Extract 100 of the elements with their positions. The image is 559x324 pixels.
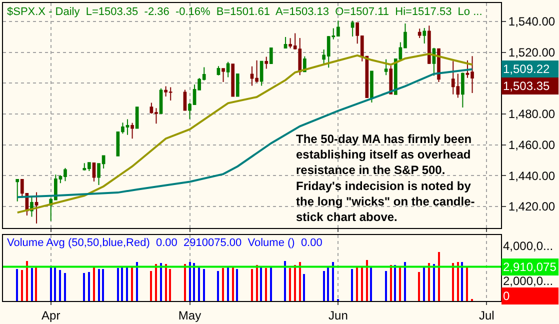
candlestick	[236, 73, 240, 97]
candlestick	[260, 60, 264, 86]
bar	[452, 262, 454, 301]
bar	[289, 268, 291, 301]
text: 2,910,075	[503, 260, 557, 274]
bar	[121, 266, 123, 301]
y-tick-label: 1,420.00	[508, 200, 556, 214]
bar	[26, 260, 28, 301]
bar	[265, 268, 267, 301]
bar	[361, 266, 363, 301]
bar	[370, 266, 372, 301]
candlestick	[461, 72, 464, 108]
bar	[88, 272, 90, 301]
bar	[366, 260, 368, 301]
text: 1,509.22	[503, 62, 550, 76]
bar	[169, 268, 171, 301]
bar	[222, 268, 224, 301]
bar	[16, 268, 18, 301]
candlestick	[350, 20, 354, 37]
bar	[399, 266, 401, 301]
y-tick-label: 1,480.00	[508, 107, 556, 122]
bar	[217, 270, 219, 301]
bar	[184, 264, 186, 301]
candlestick	[422, 27, 426, 44]
bar	[98, 268, 100, 301]
bar	[404, 262, 406, 301]
bar	[31, 268, 33, 301]
candlestick	[284, 36, 288, 49]
bar	[323, 270, 325, 301]
bar	[193, 262, 195, 301]
candlestick	[428, 25, 431, 65]
candlestick	[389, 65, 393, 95]
y-tick-label: 1,440.00	[508, 168, 556, 183]
text: 4,000,0...	[503, 239, 554, 253]
bar	[189, 262, 191, 301]
bar	[102, 268, 104, 301]
bar	[203, 268, 205, 301]
bar	[64, 272, 66, 301]
bar	[198, 266, 200, 301]
bar	[418, 272, 420, 301]
candlestick	[418, 28, 422, 38]
x-tick-label: Jul	[478, 308, 494, 322]
text: 1,503.35	[503, 79, 550, 93]
candlestick	[226, 61, 230, 78]
text: 0	[503, 289, 510, 303]
annotation: The 50-day MA has firmly been establishing itself as overhead resistance in the S&P 500. Friday's indecision is noted by the long "wicks" on the candle- stick chart above.	[296, 132, 475, 224]
line-series	[16, 68, 474, 198]
x-tick-label: May	[178, 308, 202, 322]
bar	[93, 266, 95, 301]
bar	[35, 266, 37, 301]
bar	[390, 264, 392, 301]
candlestick	[264, 56, 268, 70]
line-series	[16, 52, 474, 214]
bar	[394, 264, 396, 301]
bar	[461, 262, 463, 301]
bar	[126, 266, 128, 301]
bar	[332, 262, 334, 301]
bar	[160, 262, 162, 301]
bar	[270, 266, 272, 301]
candlestick	[159, 88, 163, 114]
bar	[356, 266, 358, 301]
candlestick	[16, 178, 20, 202]
candlestick	[34, 192, 38, 224]
y-tick-label: 1,460.00	[508, 138, 556, 152]
bar	[260, 266, 262, 301]
candlestick	[130, 122, 134, 140]
y-tick-label: 1,520.00	[508, 46, 556, 60]
bar	[438, 252, 440, 301]
candlestick	[231, 64, 235, 97]
bar	[457, 262, 459, 301]
bar	[466, 266, 468, 301]
bar	[155, 264, 157, 301]
bar	[165, 264, 167, 301]
candlestick	[135, 106, 139, 129]
bar	[50, 266, 52, 301]
bar	[433, 264, 435, 301]
candlestick	[269, 48, 273, 64]
bar	[232, 266, 234, 301]
bar	[428, 262, 430, 301]
bar	[236, 268, 238, 301]
candlestick	[222, 68, 225, 83]
bar	[83, 272, 85, 301]
bar	[299, 262, 301, 301]
bar	[423, 266, 425, 301]
bar	[351, 268, 353, 301]
bar	[131, 266, 133, 301]
bar	[303, 274, 305, 301]
bar	[294, 264, 296, 301]
bar	[21, 270, 23, 301]
chart-title: $SPX.X - Daily L=1503.35 -2.36 -0.16% B=1501.61 A=1503.13 O=1507.11 Hi=1517.53 Lo ...	[7, 6, 482, 18]
bar	[327, 266, 329, 301]
bar	[136, 262, 138, 301]
candlestick	[370, 70, 374, 104]
x-tick-label: Apr	[42, 308, 60, 322]
candlestick	[384, 58, 388, 76]
bar	[150, 270, 152, 301]
bar	[227, 266, 229, 301]
bar	[251, 268, 253, 301]
chart-title: Volume Avg (50,50,blue,Red) 0.00 2910075.00 Volume () 0.00	[7, 237, 322, 249]
x-tick-label: Jun	[328, 308, 348, 322]
